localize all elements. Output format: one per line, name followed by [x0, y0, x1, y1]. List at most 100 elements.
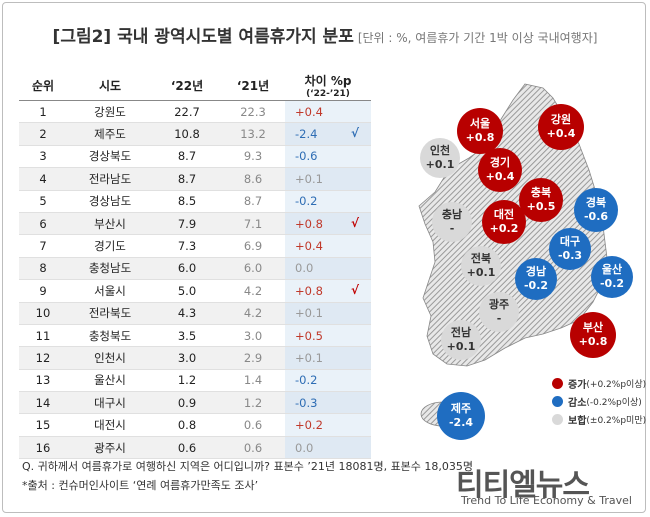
region-bubble-busan: 부산 +0.8 — [570, 312, 616, 358]
region-name: 제주 — [450, 402, 472, 415]
region-bubble-gwangju: 광주 - — [479, 292, 519, 332]
region-value: +0.2 — [489, 222, 519, 235]
cell-rank: 9 — [19, 279, 67, 303]
cell-region: 강원도 — [67, 100, 153, 124]
legend-label: 보합 — [568, 415, 587, 427]
table-row: 14 대구시 0.9 1.2 -0.3 — [19, 391, 371, 415]
brand-logo: 티티엘뉴스 — [456, 468, 590, 503]
cell-diff-value: -0.3 — [295, 395, 318, 410]
cell-diff-value: -0.2 — [295, 194, 318, 209]
region-value: -0.2 — [599, 277, 625, 290]
cell-diff-value: +0.5 — [295, 328, 323, 343]
region-bubble-seoul: 서울 +0.8 — [457, 108, 503, 154]
cell-2021: 2.9 — [221, 346, 285, 370]
cell-diff: +0.8 √ — [285, 212, 371, 236]
cell-rank: 15 — [19, 413, 67, 437]
cell-2021: 4.2 — [221, 279, 285, 303]
cell-diff: +0.4 — [285, 234, 371, 258]
region-bubble-jeju: 제주 -2.4 — [437, 392, 485, 440]
cell-2021: 8.7 — [221, 190, 285, 213]
cell-2022: 4.3 — [153, 302, 221, 325]
region-value: -0.6 — [583, 210, 609, 223]
table-row: 5 경상남도 8.5 8.7 -0.2 — [19, 190, 371, 213]
cell-diff: -0.2 — [285, 190, 371, 213]
highlight-check-mark: √ — [350, 126, 359, 141]
region-bubble-daegu: 대구 -0.3 — [549, 228, 591, 270]
cell-diff: -0.2 — [285, 369, 371, 393]
map-legend: 증가 (+0.2%p이상) 감소 (-0.2%p이상) 보합 (±0.2%p미만) — [552, 374, 646, 428]
cell-region: 경상남도 — [67, 190, 153, 213]
cell-region: 전라북도 — [67, 302, 153, 325]
cell-2021: 6.9 — [221, 234, 285, 258]
table-row: 8 충청남도 6.0 6.0 0.0 — [19, 257, 371, 281]
cell-2022: 10.8 — [153, 122, 221, 146]
cell-2022: 0.8 — [153, 413, 221, 437]
cell-region: 울산시 — [67, 369, 153, 393]
cell-diff: +0.1 — [285, 346, 371, 370]
region-name: 서울 — [469, 117, 491, 130]
cell-diff: -2.4 √ — [285, 122, 371, 146]
region-name: 인천 — [429, 144, 451, 157]
cell-diff-value: -2.4 — [295, 127, 318, 142]
cell-diff-value: +0.8 — [295, 216, 323, 231]
cell-region: 경상북도 — [67, 145, 153, 169]
cell-2022: 7.9 — [153, 212, 221, 236]
cell-region: 부산시 — [67, 212, 153, 236]
korea-map: 서울 +0.8 강원 +0.4 인천 +0.1 경기 +0.4 충북 +0.5 경북 -0.6 충남 - 대… — [375, 66, 645, 446]
highlight-check-mark: √ — [350, 283, 359, 298]
region-value: +0.5 — [526, 200, 556, 213]
region-value: +0.8 — [465, 131, 495, 144]
table-row: 15 대전시 0.8 0.6 +0.2 — [19, 413, 371, 437]
cell-2022: 8.7 — [153, 145, 221, 169]
cell-2021: 0.6 — [221, 413, 285, 437]
cell-diff-value: -0.2 — [295, 373, 318, 388]
table-row: 13 울산시 1.2 1.4 -0.2 — [19, 369, 371, 393]
cell-2021: 8.6 — [221, 167, 285, 191]
table-row: 2 제주도 10.8 13.2 -2.4 √ — [19, 122, 371, 146]
cell-2022: 22.7 — [153, 100, 221, 124]
cell-rank: 2 — [19, 122, 67, 146]
cell-rank: 16 — [19, 436, 67, 460]
cell-diff: +0.8 √ — [285, 279, 371, 303]
region-value: -2.4 — [448, 416, 474, 429]
cell-region: 충청남도 — [67, 257, 153, 281]
cell-diff-value: 0.0 — [295, 440, 314, 455]
cell-diff: +0.2 — [285, 413, 371, 437]
region-name: 광주 — [488, 298, 510, 311]
table-row: 6 부산시 7.9 7.1 +0.8 √ — [19, 212, 371, 236]
cell-region: 제주도 — [67, 122, 153, 146]
region-name: 전북 — [470, 252, 492, 265]
region-bubble-incheon: 인천 +0.1 — [420, 138, 460, 178]
cell-2021: 6.0 — [221, 257, 285, 281]
header-rank: 순위 — [19, 70, 67, 101]
legend-dot — [552, 377, 563, 389]
cell-region: 전라남도 — [67, 167, 153, 191]
cell-2022: 7.3 — [153, 234, 221, 258]
table-body: 1 강원도 22.7 22.3 +0.4 2 제주도 10.8 13.2 -2.4 √ 3 경상북도 8.… — [19, 100, 371, 460]
region-name: 경기 — [489, 156, 511, 169]
cell-diff-value: +0.2 — [295, 418, 323, 433]
region-bubble-jeonbuk: 전북 +0.1 — [461, 246, 501, 286]
region-name: 부산 — [582, 321, 604, 334]
brand-logo-subtitle: Trend To Life Economy & Travel — [461, 494, 632, 507]
legend-note: (±0.2%p미만) — [586, 415, 647, 426]
cell-diff: +0.4 — [285, 100, 371, 124]
cell-2021: 1.4 — [221, 369, 285, 393]
cell-rank: 1 — [19, 100, 67, 124]
cell-diff: +0.1 — [285, 302, 371, 325]
table-header-row: 순위 시도 ‘22년 ‘21년 차이 %p (‘22-’21) — [19, 70, 371, 101]
cell-2021: 13.2 — [221, 122, 285, 146]
cell-region: 대전시 — [67, 413, 153, 437]
legend-item: 보합 (±0.2%p미만) — [552, 410, 646, 428]
region-value: -0.2 — [523, 279, 549, 292]
data-table: 순위 시도 ‘22년 ‘21년 차이 %p (‘22-’21) 1 강원도 22.7 2… — [19, 70, 371, 460]
cell-2022: 3.5 — [153, 324, 221, 348]
cell-region: 인천시 — [67, 346, 153, 370]
footnote-question: Q. 귀하께서 여름휴가로 여행하신 지역은 어디입니까? 표본수 ’21년 1… — [22, 460, 474, 473]
cell-2021: 9.3 — [221, 145, 285, 169]
cell-rank: 10 — [19, 302, 67, 325]
region-name: 경북 — [585, 196, 607, 209]
cell-2021: 22.3 — [221, 100, 285, 124]
header-region: 시도 — [67, 70, 153, 101]
cell-diff: +0.5 — [285, 324, 371, 348]
